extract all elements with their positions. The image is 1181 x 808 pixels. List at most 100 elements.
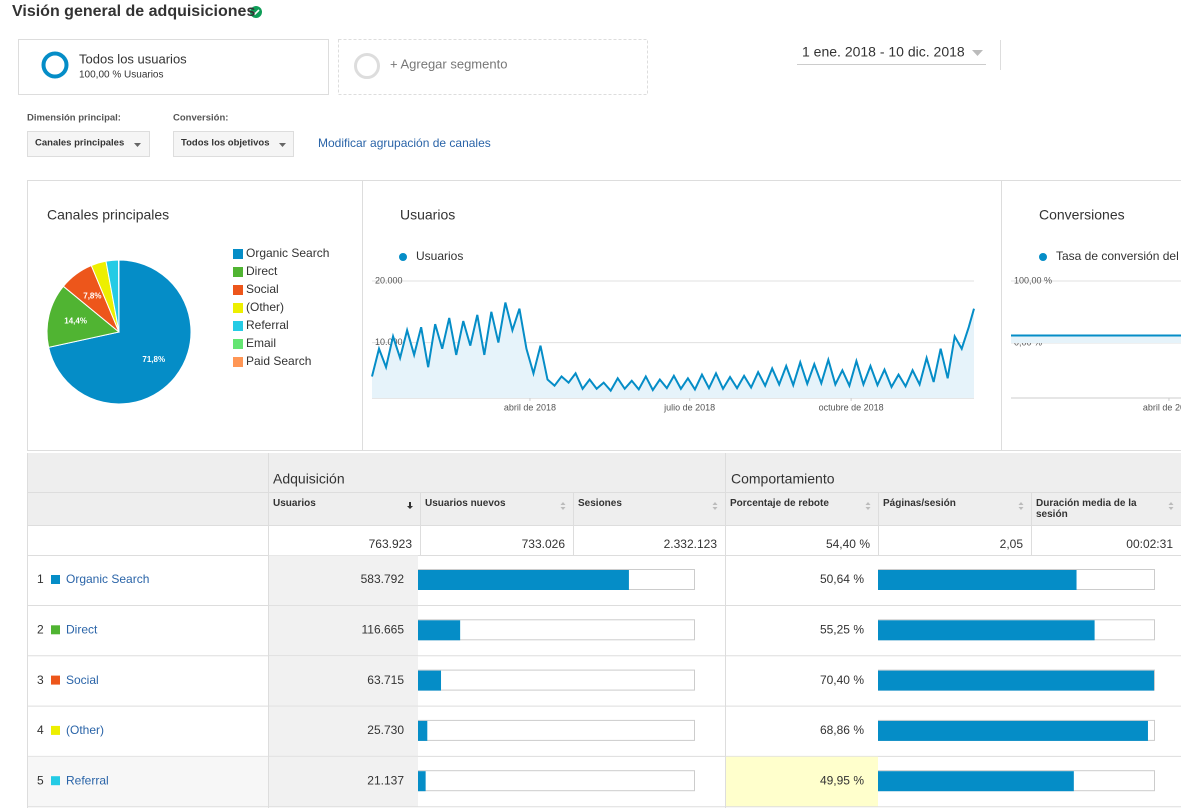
users-cell-bg xyxy=(269,756,418,807)
sort-icon xyxy=(1018,502,1024,510)
row-swatch xyxy=(51,725,60,735)
bounce-bar xyxy=(878,771,1074,792)
legend-swatch xyxy=(233,303,243,313)
users-value: 21.137 xyxy=(367,773,404,787)
date-dropdown-arrow[interactable] xyxy=(972,50,983,56)
bar-track xyxy=(418,770,695,792)
x-tick-label: octubre de 2018 xyxy=(819,402,884,412)
users-bar xyxy=(418,771,426,792)
verified-check xyxy=(252,9,260,16)
row-rank: 4 xyxy=(37,723,44,737)
highlight-cell xyxy=(726,756,878,807)
row-hover-bg xyxy=(27,756,268,807)
column-header-text[interactable]: Sesiones xyxy=(578,498,622,509)
row-rank: 1 xyxy=(37,572,44,586)
channel-link[interactable]: Referral xyxy=(66,773,109,787)
sort-icon xyxy=(865,502,871,510)
bounce-value: 50,64 % xyxy=(820,572,864,586)
users-bar xyxy=(418,720,428,741)
channel-link[interactable]: (Other) xyxy=(66,723,104,737)
bounce-value: 55,25 % xyxy=(820,622,864,636)
column-header[interactable]: Sesiones xyxy=(578,498,705,524)
column-header[interactable]: Duración media de la sesión xyxy=(1036,498,1161,524)
column-header-text[interactable]: Porcentaje de rebote xyxy=(730,498,829,509)
date-range[interactable]: 1 ene. 2018 - 10 dic. 2018 xyxy=(802,44,965,60)
control-label: Conversión: xyxy=(173,113,228,124)
users-cell-bg xyxy=(269,555,418,606)
control-value: Canales principales xyxy=(35,138,124,149)
link[interactable]: Modificar agrupación de canales xyxy=(318,136,491,150)
legend-label: Email xyxy=(246,336,276,350)
segment-name: Todos los usuarios xyxy=(79,51,187,66)
total-value: 00:02:31 xyxy=(1126,537,1173,551)
total-value: 54,40 % xyxy=(826,537,870,551)
column-header-text[interactable]: Usuarios nuevos xyxy=(425,498,506,509)
group-header: Adquisición xyxy=(273,471,345,487)
x-tick-label: abril de 2018 xyxy=(1143,402,1181,412)
conversion-dropdown[interactable] xyxy=(173,131,294,157)
legend-label: Direct xyxy=(246,264,278,278)
y-tick-label: 100,00 % xyxy=(1014,275,1052,285)
channel-link[interactable]: Social xyxy=(66,673,99,687)
chart-title: Canales principales xyxy=(47,207,169,223)
area xyxy=(1011,335,1181,343)
column-header[interactable]: Páginas/sesión xyxy=(883,498,1011,524)
bounce-value: 68,86 % xyxy=(820,723,864,737)
pie-slice xyxy=(46,285,121,348)
column-header[interactable]: Usuarios xyxy=(273,498,400,524)
legend-swatch xyxy=(233,357,243,367)
line xyxy=(371,302,975,393)
channel-link[interactable]: Direct xyxy=(66,622,98,636)
legend-swatch xyxy=(233,267,243,277)
chart-panel xyxy=(27,180,1181,451)
users-value: 116.665 xyxy=(362,622,405,636)
sort-icon xyxy=(407,502,413,509)
legend-label: Paid Search xyxy=(246,354,311,368)
sort-icon xyxy=(560,502,566,510)
users-bar xyxy=(418,620,461,641)
add-segment-box[interactable] xyxy=(338,39,648,95)
table-header-bg xyxy=(27,453,1181,525)
chart-title: Usuarios xyxy=(400,207,455,223)
group-header: Comportamiento xyxy=(731,471,835,487)
pie-label: 14,4% xyxy=(64,317,87,326)
add-segment[interactable]: + Agregar segmento xyxy=(390,56,507,71)
y-tick-label: 20.000 xyxy=(375,275,403,285)
add-segment-ring xyxy=(354,53,380,79)
sort-icon xyxy=(1168,502,1174,510)
legend-dot xyxy=(399,253,407,261)
users-cell-bg xyxy=(269,656,418,707)
row-rank: 3 xyxy=(37,673,44,687)
column-header-text[interactable]: Duración media de la sesión xyxy=(1036,498,1137,520)
legend-swatch xyxy=(233,285,243,295)
channel-link[interactable]: Organic Search xyxy=(66,572,149,586)
users-value: 583.792 xyxy=(361,572,405,586)
y-tick-label: 10.000 xyxy=(375,337,403,347)
dropdown-arrow xyxy=(279,143,286,147)
column-header[interactable]: Usuarios nuevos xyxy=(425,498,553,524)
column-header[interactable]: Porcentaje de rebote xyxy=(730,498,858,524)
users-bar xyxy=(418,570,629,590)
legend-swatch xyxy=(233,321,243,331)
column-header-text[interactable]: Páginas/sesión xyxy=(883,498,956,509)
dimension-dropdown[interactable] xyxy=(27,131,150,157)
legend-label: Referral xyxy=(246,318,289,332)
bounce-value: 70,40 % xyxy=(820,673,864,687)
segment-box[interactable] xyxy=(18,39,329,95)
legend-swatch xyxy=(233,339,243,349)
legend-dot xyxy=(1039,253,1047,261)
pie-slice xyxy=(48,259,192,405)
column-header-text[interactable]: Usuarios xyxy=(273,498,316,509)
pie-label: 71,8% xyxy=(142,355,165,364)
legend-label: (Other) xyxy=(246,300,284,314)
total-value: 2,05 xyxy=(1000,537,1024,551)
legend-label: Organic Search xyxy=(246,246,329,260)
legend-label: Social xyxy=(246,282,279,296)
legend-label: Usuarios xyxy=(416,249,463,263)
bounce-bar xyxy=(878,670,1154,691)
page-title: Visión general de adquisiciones xyxy=(12,3,255,20)
x-tick-label: julio de 2018 xyxy=(663,402,715,412)
x-tick-label: abril de 2018 xyxy=(504,402,556,412)
pie-label: 7,8% xyxy=(83,291,101,300)
